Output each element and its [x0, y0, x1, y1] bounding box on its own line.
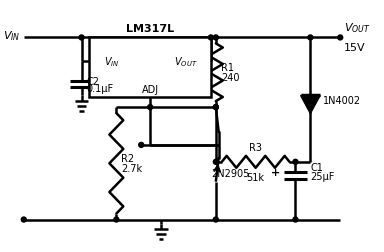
Circle shape: [214, 36, 218, 41]
Text: $V_{OUT}$: $V_{OUT}$: [344, 22, 371, 35]
Text: 25μF: 25μF: [310, 171, 335, 181]
Text: 0.1μF: 0.1μF: [86, 84, 114, 94]
Text: 15V: 15V: [344, 43, 366, 53]
Polygon shape: [301, 96, 320, 114]
Circle shape: [214, 160, 218, 165]
Text: 240: 240: [221, 73, 239, 83]
Circle shape: [308, 36, 313, 41]
Text: $V_{IN}$: $V_{IN}$: [104, 55, 119, 69]
Text: ADJ: ADJ: [142, 85, 159, 95]
Text: 2.7k: 2.7k: [121, 164, 142, 174]
Circle shape: [22, 217, 26, 222]
Text: R3: R3: [249, 142, 262, 152]
Text: 51k: 51k: [247, 172, 265, 182]
Circle shape: [293, 217, 298, 222]
Text: $V_{IN}$: $V_{IN}$: [3, 29, 21, 43]
Circle shape: [209, 36, 214, 41]
Text: C2: C2: [86, 77, 99, 87]
Circle shape: [293, 160, 298, 165]
Text: $V_{OUT}$: $V_{OUT}$: [174, 55, 198, 69]
Circle shape: [148, 105, 153, 110]
Circle shape: [79, 36, 84, 41]
Text: +: +: [271, 167, 281, 177]
Text: 1N4002: 1N4002: [323, 95, 361, 105]
Text: LM317L: LM317L: [126, 24, 174, 34]
Bar: [89, 38, 211, 98]
Text: R1: R1: [221, 63, 234, 73]
Circle shape: [139, 143, 144, 148]
Circle shape: [214, 217, 218, 222]
Text: R2: R2: [121, 154, 134, 164]
Circle shape: [214, 105, 218, 110]
Circle shape: [214, 105, 218, 110]
Text: 2N2905: 2N2905: [211, 168, 249, 178]
Text: C1: C1: [310, 162, 323, 172]
Circle shape: [114, 217, 119, 222]
Circle shape: [338, 36, 343, 41]
